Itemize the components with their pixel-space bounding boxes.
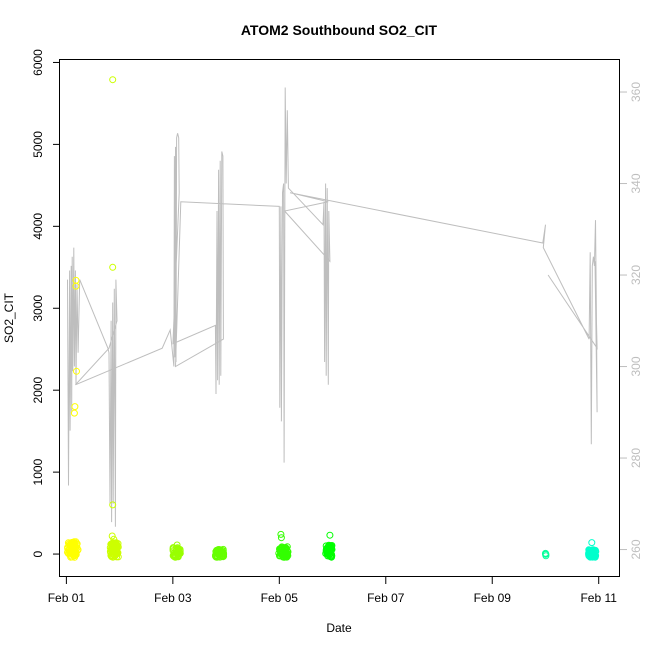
- outlier-point: [68, 539, 76, 547]
- data-point: [277, 550, 285, 558]
- data-point: [110, 544, 118, 552]
- outlier-point: [70, 409, 78, 417]
- data-point: [170, 551, 178, 558]
- data-point: [71, 551, 79, 559]
- outlier-point: [109, 263, 117, 271]
- data-point: [328, 550, 335, 558]
- data-point: [542, 549, 549, 557]
- outlier-point: [326, 531, 334, 539]
- outlier-point: [109, 76, 117, 84]
- y-tick-label: 0: [31, 550, 45, 557]
- right-series-line: [67, 87, 598, 527]
- data-point: [111, 552, 119, 560]
- outlier-point: [110, 535, 118, 543]
- data-point: [70, 550, 77, 558]
- data-point: [72, 538, 80, 546]
- data-point: [281, 549, 288, 557]
- x-tick-label: Feb 07: [367, 591, 405, 605]
- data-point: [108, 553, 116, 561]
- x-axis-label: Date: [326, 621, 352, 635]
- data-point: [220, 550, 228, 558]
- data-point: [283, 550, 291, 558]
- data-point: [283, 543, 291, 551]
- data-point: [590, 546, 598, 554]
- outlier-point: [72, 282, 80, 290]
- y-tick-label: 1000: [31, 458, 45, 485]
- outlier-point: [277, 534, 285, 542]
- outlier-point: [588, 539, 596, 547]
- x-tick-label: Feb 11: [580, 591, 617, 605]
- y2-tick-label: 260: [629, 539, 643, 559]
- y2-tick-label: 280: [629, 448, 643, 468]
- data-layer: [64, 76, 600, 561]
- outlier-point: [277, 530, 285, 538]
- x-tick-label: Feb 03: [154, 591, 192, 605]
- outlier-point: [108, 532, 116, 540]
- outlier-point: [173, 541, 181, 549]
- data-point: [67, 543, 75, 551]
- data-point: [108, 542, 116, 550]
- chart-title: ATOM2 Southbound SO2_CIT: [241, 22, 438, 38]
- y2-tick-label: 340: [629, 173, 643, 193]
- outlier-point: [73, 367, 80, 375]
- y2-tick-label: 300: [629, 356, 643, 376]
- y2-tick-label: 360: [629, 82, 643, 102]
- data-point: [542, 552, 550, 560]
- y-tick-label: 3000: [31, 295, 45, 322]
- outlier-point: [322, 542, 330, 550]
- y-tick-label: 6000: [31, 49, 45, 76]
- y-axis-label: SO2_CIT: [2, 292, 16, 343]
- y-tick-label: 4000: [31, 213, 45, 240]
- x-tick-label: Feb 09: [474, 591, 512, 605]
- data-point: [70, 539, 78, 547]
- x-tick-label: Feb 05: [261, 591, 299, 605]
- y-tick-label: 5000: [31, 131, 45, 158]
- y2-tick-label: 320: [629, 265, 643, 285]
- outlier-point: [71, 403, 79, 411]
- axes: Feb 01 Feb 03 Feb 05 Feb 07 Feb 09 Feb 11 0 100…: [31, 49, 643, 605]
- data-point: [213, 547, 221, 554]
- data-point: [71, 546, 79, 554]
- y-tick-label: 2000: [31, 377, 45, 404]
- data-point: [589, 552, 597, 560]
- x-tick-label: Feb 01: [48, 591, 86, 605]
- plot-frame: [59, 59, 620, 577]
- outlier-point: [109, 501, 117, 509]
